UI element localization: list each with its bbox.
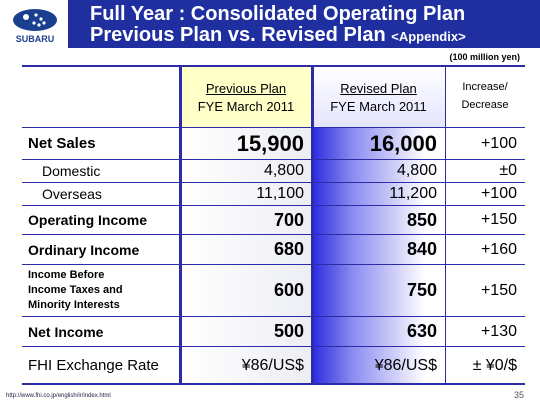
table-cell: FHI Exchange Rate bbox=[22, 347, 180, 385]
column-header: FYE March 2011 bbox=[197, 99, 295, 114]
column-header: Increase/ bbox=[462, 81, 508, 93]
page-number: 35 bbox=[513, 390, 524, 400]
table-cell: Net Sales bbox=[22, 128, 180, 160]
table-cell: ¥86/US$ bbox=[180, 347, 312, 385]
table-cell: +150 bbox=[445, 265, 525, 317]
table-cell: 16,000 bbox=[312, 128, 445, 160]
table-cell: 850 bbox=[312, 206, 445, 235]
title: Previous Plan vs. Revised Plan bbox=[90, 24, 386, 46]
row-label: Minority Interests bbox=[28, 299, 120, 311]
table-cell: 4,800 bbox=[312, 160, 445, 183]
table-cell: Overseas bbox=[22, 183, 180, 206]
table-cell: Income Before Income Taxes and Minority In… bbox=[22, 265, 180, 317]
table-cell: 11,100 bbox=[180, 183, 312, 206]
table-cell: +130 bbox=[445, 317, 525, 347]
row-label: Income Before bbox=[28, 269, 105, 281]
title-band: Full Year : Consolidated Operating Plan … bbox=[68, 0, 540, 48]
unit: (100 million yen) bbox=[449, 52, 520, 62]
title: Full Year : Consolidated Operating Plan bbox=[90, 3, 466, 25]
table-cell: +100 bbox=[445, 183, 525, 206]
column-line bbox=[311, 67, 314, 385]
title: Previous Plan vs. Revised Plan <Appendix… bbox=[90, 24, 466, 47]
logo-text: SUBARU bbox=[16, 34, 55, 44]
table-cell: 840 bbox=[312, 235, 445, 265]
footer-url: http://www.fhi.co.jp/english/ir/index.ht… bbox=[6, 393, 111, 399]
header: SUBARU Full Year : Consolidated Operatin… bbox=[0, 0, 540, 50]
table-cell: 15,900 bbox=[180, 128, 312, 160]
logo: SUBARU bbox=[13, 9, 57, 44]
title-suffix: <Appendix> bbox=[391, 29, 466, 44]
table-cell: ¥86/US$ bbox=[312, 347, 445, 385]
table-cell: +150 bbox=[445, 206, 525, 235]
table-cell: Ordinary Income bbox=[22, 235, 180, 265]
table-cell: ± ¥0/$ bbox=[445, 347, 525, 385]
table-cell: +100 bbox=[445, 128, 525, 160]
table: Previous Plan FYE March 2011 Revised Plan F… bbox=[22, 65, 525, 385]
header-bg bbox=[312, 67, 445, 128]
header-bg bbox=[180, 67, 312, 128]
table-bottom bbox=[22, 383, 525, 385]
header-bg bbox=[445, 67, 525, 128]
column-header: Previous Plan bbox=[205, 81, 287, 96]
table-cell: 4,800 bbox=[180, 160, 312, 183]
column-header: FYE March 2011 bbox=[330, 99, 427, 114]
table-cell: 630 bbox=[312, 317, 445, 347]
table-cell: +160 bbox=[445, 235, 525, 265]
table-cell: 680 bbox=[180, 235, 312, 265]
column-header: Revised Plan bbox=[340, 81, 417, 96]
column-line bbox=[445, 67, 446, 385]
table-cell: Operating Income bbox=[22, 206, 180, 235]
row-label: Income Taxes and bbox=[28, 284, 123, 296]
table-cell: 500 bbox=[180, 317, 312, 347]
table-cell: 700 bbox=[180, 206, 312, 235]
table-cell: 750 bbox=[312, 265, 445, 317]
header-bg bbox=[22, 67, 180, 128]
column-header: Decrease bbox=[461, 99, 509, 111]
table-cell: 11,200 bbox=[312, 183, 445, 206]
table-cell: Domestic bbox=[22, 160, 180, 183]
table-cell: 600 bbox=[180, 265, 312, 317]
table-cell: Net Income bbox=[22, 317, 180, 347]
table-cell: ±0 bbox=[445, 160, 525, 183]
column-line bbox=[179, 67, 182, 385]
